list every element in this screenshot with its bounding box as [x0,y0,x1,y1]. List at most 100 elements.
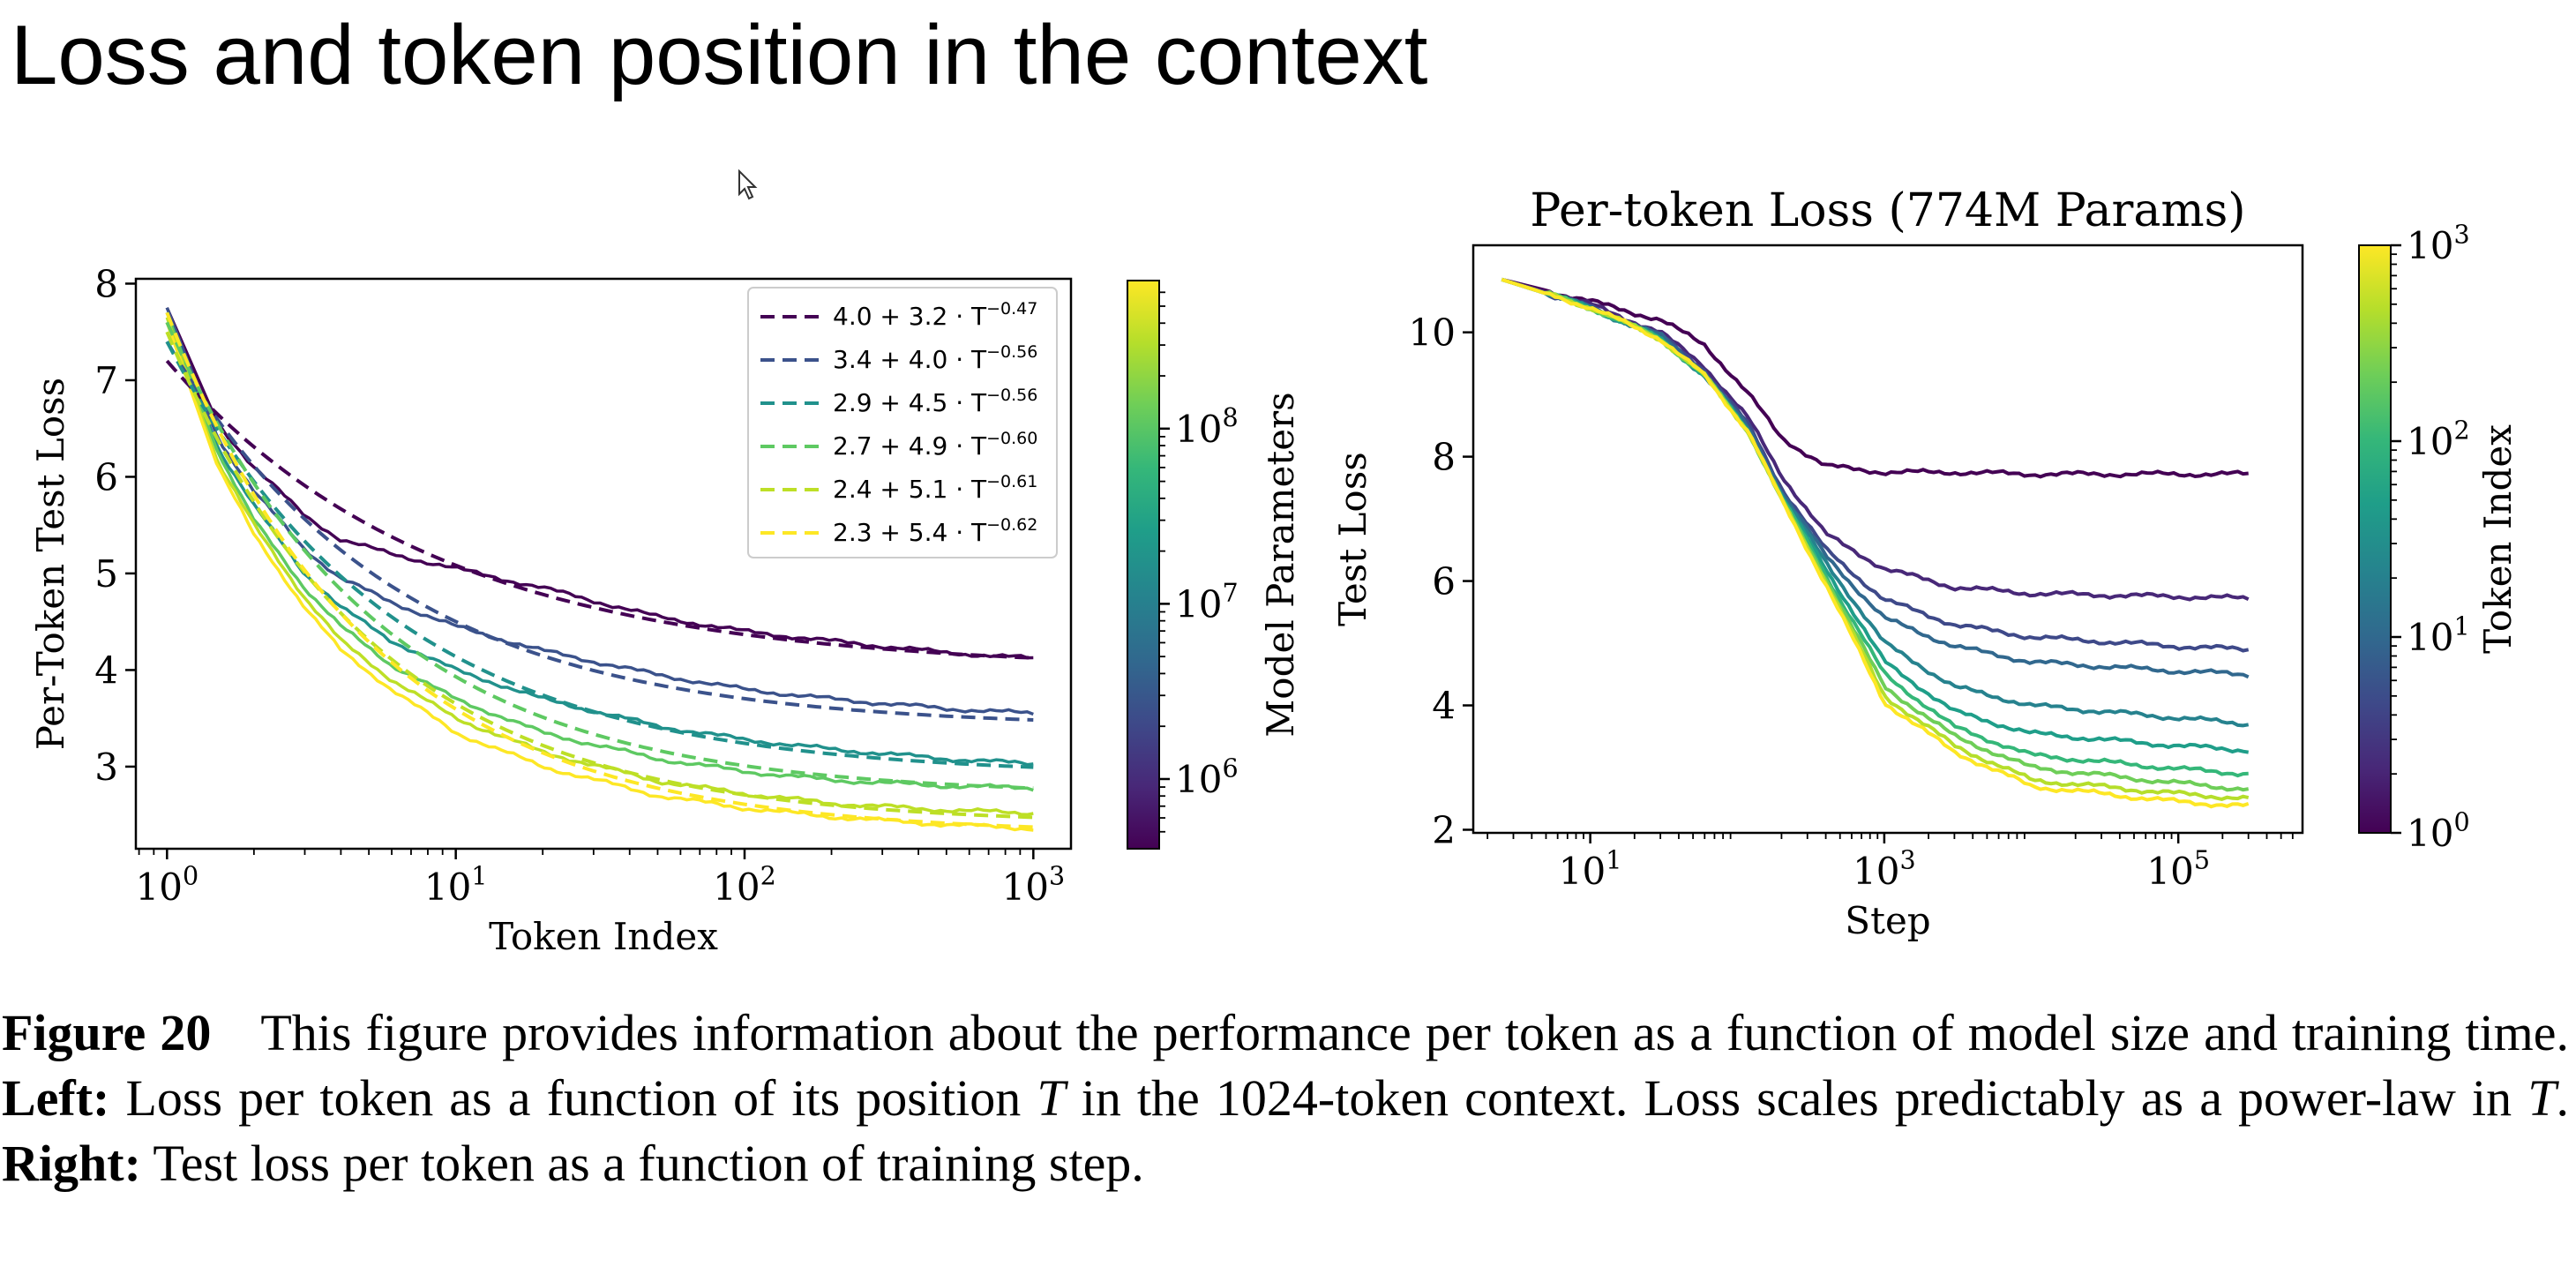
x-tick-label-exp: 3 [1900,844,1916,874]
caption-left-text-b: in the 1024-token context. Loss scales p… [1081,1069,2512,1127]
legend-label-exp: −0.61 [986,472,1037,491]
y-tick-label: 7 [94,359,118,402]
y-tick-label: 6 [94,455,118,498]
legend-label: 2.7 + 4.9 · T−0.60 [833,429,1037,461]
colorbar-tick-label: 100 [2407,806,2470,855]
y-tick-label: 6 [1432,560,1456,603]
x-tick-label-base: 10 [1853,850,1899,893]
colorbar-tick-label-base: 10 [2407,420,2453,463]
y-tick-label: 2 [1432,808,1456,851]
colorbar [2358,244,2392,834]
y-tick-label: 8 [1432,436,1456,479]
legend-label-exp: −0.60 [986,429,1037,448]
colorbar-tick-label: 102 [2407,415,2470,463]
y-tick-label: 4 [94,648,118,692]
x-tick-label: 103 [1853,844,1916,893]
fit-curve [165,331,1034,820]
series-line [1501,277,2250,809]
legend-label-exp: −0.62 [986,515,1037,535]
plot-frame [134,277,1073,851]
fit-curve [165,321,1034,791]
legend-label-main: 3.4 + 4.0 · T [833,345,987,374]
x-tick-label-base: 10 [2146,850,2193,893]
colorbar-label: Model Parameters [1259,392,1302,737]
series-line [1501,277,2250,679]
chart-title: Per-token Loss (774M Params) [1530,184,2245,237]
fit-curve [165,341,1034,769]
colorbar-tick-label-base: 10 [2407,224,2453,267]
x-tick-label-base: 10 [1559,850,1606,893]
y-tick-label: 5 [94,552,118,596]
plot-frame [1471,244,2304,835]
x-tick-label-exp: 1 [1606,844,1621,874]
series-line [1501,277,2249,479]
caption-left-text-c: . [2556,1069,2570,1127]
legend-label: 2.9 + 4.5 · T−0.56 [833,386,1037,417]
y-axis-label: Test Loss [1331,452,1374,626]
legend-label-exp: −0.56 [986,342,1037,362]
colorbar-tick-label: 108 [1175,402,1239,451]
series-line [165,311,1034,792]
x-tick-label: 103 [1002,860,1066,909]
legend-label-exp: −0.47 [986,299,1037,318]
colorbar-tick-label-base: 10 [1175,758,1222,801]
colorbar-tick-label-exp: 3 [2453,219,2469,249]
fit-curve [165,359,1034,660]
figure-caption: Figure 20 This figure provides informatio… [2,1000,2569,1196]
caption-left-label: Left: [2,1069,110,1127]
legend-label: 2.4 + 5.1 · T−0.61 [833,472,1037,504]
x-tick-label: 105 [2146,844,2210,893]
fit-curve [165,311,1034,829]
series-line [1501,277,2250,602]
x-axis-label: Step [1845,899,1930,942]
legend-label-main: 4.0 + 3.2 · T [833,302,987,331]
series-line [1501,277,2249,778]
y-tick-label: 4 [1432,685,1456,728]
legend-label-main: 2.9 + 4.5 · T [833,388,987,417]
colorbar [1127,280,1160,850]
x-tick-label-exp: 5 [2194,844,2210,874]
x-tick-label: 100 [136,860,199,909]
caption-right-text: Test loss per token as a function of tra… [153,1135,1144,1192]
x-tick-label-exp: 2 [760,860,776,890]
caption-symbol-t: T [1037,1069,1066,1127]
legend-label: 3.4 + 4.0 · T−0.56 [833,342,1037,374]
colorbar-tick-label-base: 10 [2407,616,2453,659]
caption-intro: This figure provides information about t… [260,1004,2569,1061]
colorbar-tick-label-base: 10 [2407,812,2453,855]
x-tick-label-base: 10 [713,866,760,909]
caption-left-text-a: Loss per token as a function of its posi… [125,1069,1022,1127]
colorbar-tick-label: 103 [2407,219,2470,267]
caption-symbol-t: T [2527,1069,2557,1127]
y-axis-label: Per-Token Test Loss [29,378,72,750]
x-tick-label: 101 [1559,844,1622,893]
colorbar-tick-label: 106 [1175,753,1239,801]
series-line [165,317,1034,817]
colorbar-label: Token Index [2476,424,2520,654]
mouse-cursor-icon [738,169,758,200]
colorbar-tick-label-exp: 0 [2453,806,2469,836]
colorbar-tick-label-base: 10 [1175,408,1222,451]
colorbar-tick-label-exp: 1 [2453,611,2469,641]
y-tick-label: 10 [1409,311,1456,355]
legend-label: 4.0 + 3.2 · T−0.47 [833,299,1037,331]
series-line [1501,277,2250,801]
colorbar-tick-label: 101 [2407,611,2470,659]
caption-right-label: Right: [2,1135,141,1192]
fit-curve [165,341,1034,722]
x-tick-label-exp: 3 [1049,860,1065,890]
legend-label-main: 2.7 + 4.9 · T [833,431,987,461]
x-axis-label: Token Index [489,915,718,958]
colorbar-tick-label-exp: 6 [1222,753,1238,783]
y-tick-label: 8 [94,262,118,305]
legend-label-main: 2.3 + 5.4 · T [833,518,987,547]
x-tick-label: 102 [713,860,776,909]
x-tick-label-base: 10 [424,866,471,909]
legend-label-exp: −0.56 [986,386,1037,405]
caption-figure-label: Figure 20 [2,1004,212,1061]
colorbar-tick-label-exp: 7 [1222,578,1238,608]
legend-box [747,287,1058,558]
legend-label: 2.3 + 5.4 · T−0.62 [833,515,1037,547]
